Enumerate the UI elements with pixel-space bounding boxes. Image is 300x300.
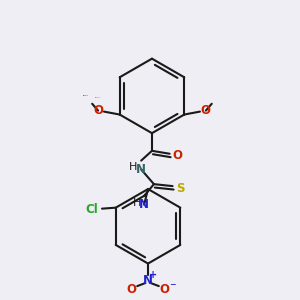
- Text: methoxy: methoxy: [95, 97, 101, 98]
- Text: N: N: [143, 274, 153, 287]
- Text: S: S: [176, 182, 185, 195]
- Text: methoxy: methoxy: [83, 95, 89, 96]
- Text: O: O: [126, 283, 136, 296]
- Text: O: O: [160, 283, 170, 296]
- Text: Cl: Cl: [86, 203, 99, 216]
- Text: ⁻: ⁻: [169, 280, 176, 294]
- Text: O: O: [172, 149, 182, 162]
- Text: H: H: [133, 198, 141, 208]
- Text: H: H: [129, 163, 137, 172]
- Text: O: O: [93, 104, 103, 117]
- Text: N: N: [136, 163, 146, 176]
- Text: +: +: [149, 270, 157, 280]
- Text: N: N: [139, 198, 149, 211]
- Text: O: O: [201, 104, 211, 117]
